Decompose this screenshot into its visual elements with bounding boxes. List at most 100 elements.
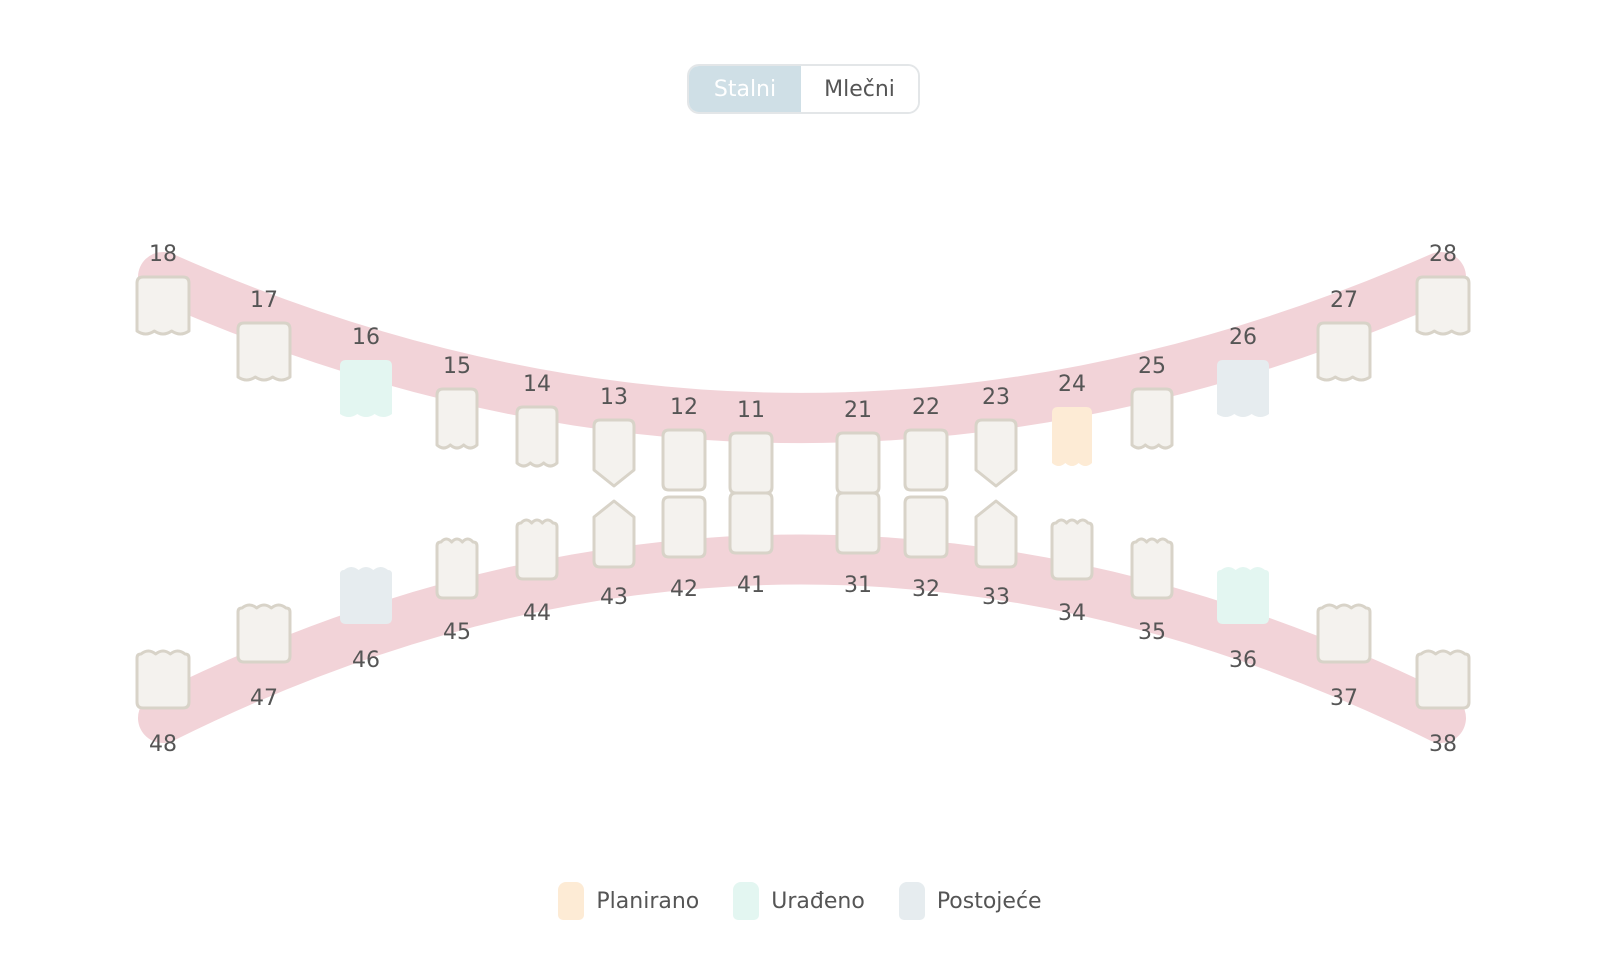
tooth-31[interactable]: 31 <box>835 491 881 598</box>
tooth-number: 22 <box>912 395 940 420</box>
tooth-number: 32 <box>912 577 940 602</box>
tooth-number: 45 <box>443 620 471 645</box>
tooth-12[interactable]: 12 <box>661 395 707 492</box>
tooth-shape <box>1316 321 1372 382</box>
tooth-number: 41 <box>737 573 765 598</box>
tooth-shape <box>1130 387 1174 450</box>
tooth-shape <box>435 537 479 600</box>
tooth-14[interactable]: 14 <box>515 372 559 468</box>
legend-item-planirano: Planirano <box>558 882 699 920</box>
tooth-shape <box>1130 537 1174 600</box>
tooth-shape <box>340 360 392 417</box>
tooth-number: 31 <box>844 573 872 598</box>
tooth-number: 14 <box>523 372 551 397</box>
legend: Planirano Urađeno Postojeće <box>0 882 1600 920</box>
tooth-13[interactable]: 13 <box>592 385 636 488</box>
tooth-37[interactable]: 37 <box>1316 603 1372 711</box>
tooth-48[interactable]: 48 <box>135 649 191 757</box>
tooth-number: 11 <box>737 398 765 423</box>
tooth-number: 13 <box>600 385 628 410</box>
tooth-number: 38 <box>1429 732 1457 757</box>
tooth-43[interactable]: 43 <box>592 499 636 610</box>
tooth-47[interactable]: 47 <box>236 603 292 711</box>
tooth-45[interactable]: 45 <box>435 537 479 645</box>
tooth-shape <box>1217 567 1269 624</box>
tooth-34[interactable]: 34 <box>1050 518 1094 626</box>
tooth-32[interactable]: 32 <box>903 495 949 602</box>
tooth-shape <box>903 495 949 559</box>
legend-item-uradeno: Urađeno <box>733 882 865 920</box>
tooth-shape <box>592 499 636 569</box>
tooth-22[interactable]: 22 <box>903 395 949 492</box>
tooth-shape <box>728 491 774 555</box>
tooth-16[interactable]: 16 <box>340 325 392 417</box>
tooth-number: 16 <box>352 325 380 350</box>
tooth-shape <box>661 428 707 492</box>
tooth-15[interactable]: 15 <box>435 354 479 450</box>
tooth-42[interactable]: 42 <box>661 495 707 602</box>
tooth-shape <box>974 499 1018 569</box>
tooth-number: 18 <box>149 242 177 267</box>
tooth-38[interactable]: 38 <box>1415 649 1471 757</box>
tooth-shape <box>515 405 559 468</box>
tooth-number: 26 <box>1229 325 1257 350</box>
tooth-shape <box>236 321 292 382</box>
tab-primary[interactable]: Mlečni <box>801 66 918 112</box>
tooth-24[interactable]: 24 <box>1052 372 1092 466</box>
tooth-shape <box>1217 360 1269 417</box>
legend-swatch-icon <box>733 882 760 920</box>
tooth-28[interactable]: 28 <box>1415 242 1471 336</box>
tooth-number: 27 <box>1330 288 1358 313</box>
tooth-23[interactable]: 23 <box>974 385 1018 488</box>
tooth-shape <box>728 431 774 495</box>
tooth-46[interactable]: 46 <box>340 567 392 673</box>
tooth-number: 42 <box>670 577 698 602</box>
tooth-number: 23 <box>982 385 1010 410</box>
legend-swatch-icon <box>898 882 925 920</box>
tooth-number: 46 <box>352 648 380 673</box>
tooth-number: 37 <box>1330 686 1358 711</box>
tooth-number: 34 <box>1058 601 1086 626</box>
tooth-number: 28 <box>1429 242 1457 267</box>
tooth-18[interactable]: 18 <box>135 242 191 336</box>
dentition-toggle: Stalni Mlečni <box>687 64 920 114</box>
tooth-41[interactable]: 41 <box>728 491 774 598</box>
tooth-shape <box>974 418 1018 488</box>
tooth-shape <box>1316 603 1372 664</box>
tooth-44[interactable]: 44 <box>515 518 559 626</box>
tooth-shape <box>1415 275 1471 336</box>
legend-swatch-icon <box>558 882 585 920</box>
tooth-27[interactable]: 27 <box>1316 288 1372 382</box>
tooth-21[interactable]: 21 <box>835 398 881 495</box>
tooth-shape <box>515 518 559 581</box>
tooth-number: 24 <box>1058 372 1086 397</box>
tab-permanent[interactable]: Stalni <box>689 66 801 112</box>
tooth-shape <box>236 603 292 664</box>
tooth-number: 47 <box>250 686 278 711</box>
tooth-number: 35 <box>1138 620 1166 645</box>
tooth-shape <box>661 495 707 559</box>
legend-label: Postojeće <box>936 888 1042 914</box>
tooth-shape <box>1052 407 1092 466</box>
tooth-35[interactable]: 35 <box>1130 537 1174 645</box>
tooth-number: 43 <box>600 585 628 610</box>
tooth-25[interactable]: 25 <box>1130 354 1174 450</box>
tooth-number: 15 <box>443 354 471 379</box>
tooth-33[interactable]: 33 <box>974 499 1018 610</box>
tooth-17[interactable]: 17 <box>236 288 292 382</box>
legend-item-postojece: Postojeće <box>898 882 1042 920</box>
tooth-shape <box>903 428 949 492</box>
legend-label: Planirano <box>596 888 700 914</box>
tooth-shape <box>435 387 479 450</box>
legend-label: Urađeno <box>771 888 865 914</box>
upper-arch-band <box>138 252 1466 443</box>
tooth-shape <box>340 567 392 624</box>
tooth-number: 17 <box>250 288 278 313</box>
tooth-shape <box>1415 649 1471 710</box>
tooth-number: 33 <box>982 585 1010 610</box>
tooth-26[interactable]: 26 <box>1217 325 1269 417</box>
tooth-number: 21 <box>844 398 872 423</box>
lower-arch-band <box>138 534 1466 743</box>
tooth-36[interactable]: 36 <box>1217 567 1269 673</box>
